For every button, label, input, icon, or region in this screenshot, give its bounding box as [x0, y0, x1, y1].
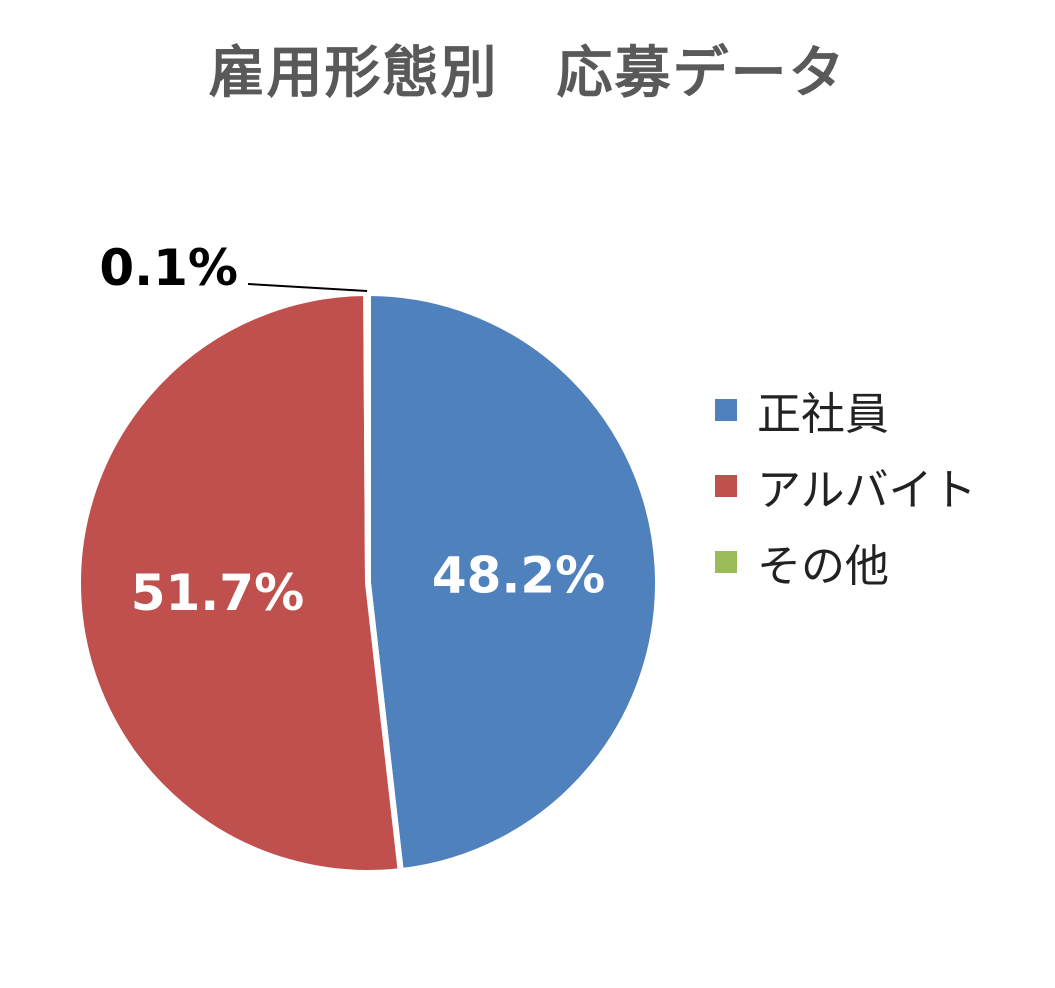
data-label-arubaito: 51.7%: [131, 564, 304, 622]
legend-swatch: [715, 551, 737, 573]
slice-arubaito: [75, 290, 404, 876]
pie-slices: [75, 290, 661, 876]
chart-legend: 正社員 アルバイト その他: [715, 372, 977, 600]
legend-item-arubaito: アルバイト: [715, 448, 977, 524]
data-label-sonota: 0.1%: [99, 239, 238, 297]
leader-line: [247, 283, 368, 292]
slice-sonota: [363, 290, 371, 586]
legend-label: 正社員: [757, 389, 889, 440]
legend-item-seishain: 正社員: [715, 372, 977, 448]
legend-swatch: [715, 399, 737, 421]
data-label-seishain: 48.2%: [432, 546, 605, 604]
slice-seishain: [365, 290, 661, 875]
chart-title: 雇用形態別 応募データ: [208, 41, 847, 106]
legend-swatch: [715, 475, 737, 497]
pie-data-labels: 48.2% 51.7% 0.1%: [99, 239, 605, 622]
legend-label: アルバイト: [757, 465, 977, 516]
legend-label: その他: [757, 541, 889, 592]
legend-item-sonota: その他: [715, 524, 977, 600]
